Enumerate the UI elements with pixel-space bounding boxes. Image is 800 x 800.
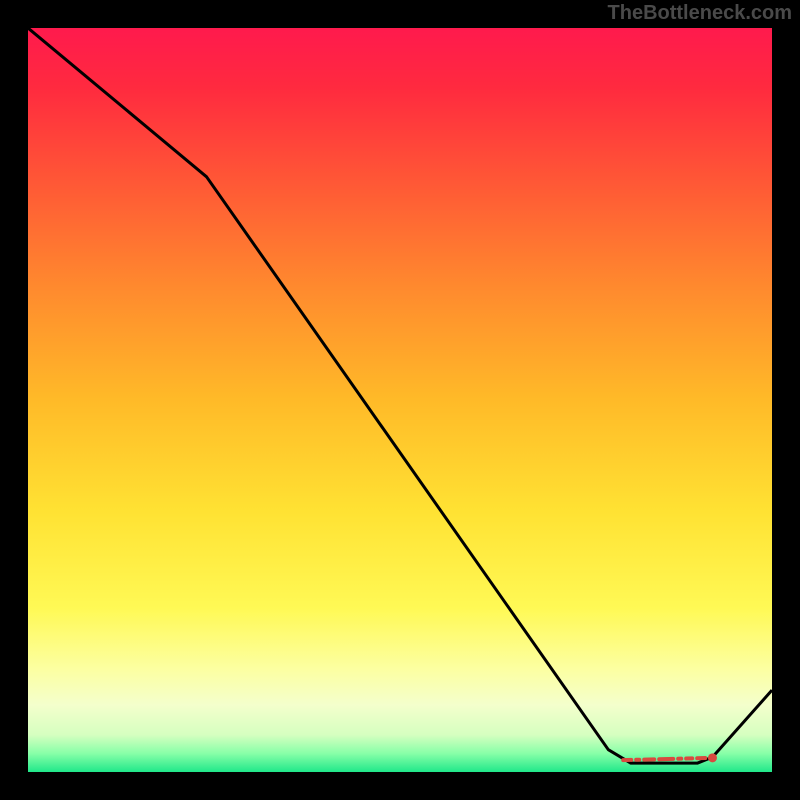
chart-svg [28,28,772,772]
watermark-text: TheBottleneck.com [608,2,792,25]
optimal-range-marker [623,758,712,760]
optimal-range-end-dot [708,753,717,762]
bottleneck-chart [28,28,772,772]
gradient-background [28,28,772,772]
